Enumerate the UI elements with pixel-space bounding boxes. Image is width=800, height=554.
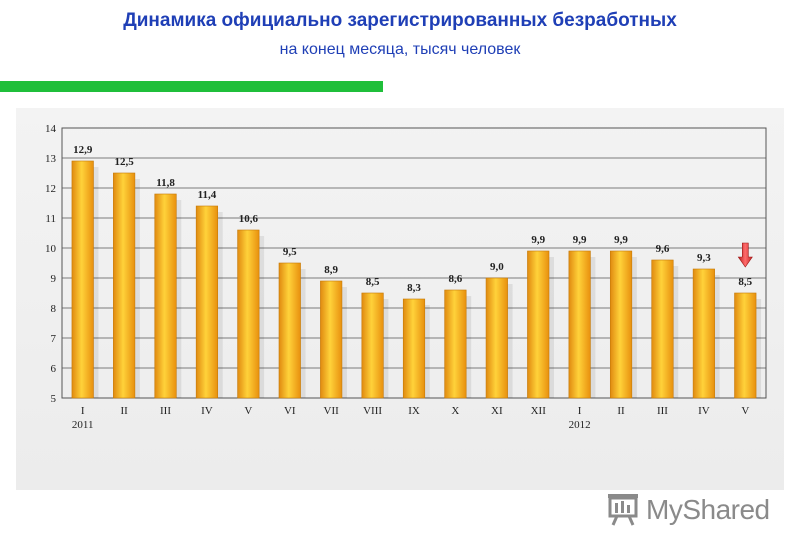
bar [320,280,343,399]
data-label: 11,4 [198,189,217,201]
x-tick-label: I [578,405,582,417]
bar [692,268,715,399]
data-label: 12,5 [114,156,134,168]
down-arrow-icon [737,242,753,268]
bar [568,250,591,399]
y-tick-label: 14 [45,123,57,135]
data-label: 9,9 [531,234,545,246]
data-label: 9,6 [656,243,670,255]
x-tick-label: VII [324,405,340,417]
y-tick-label: 6 [51,363,57,375]
accent-bar [0,81,383,92]
bar [527,250,550,399]
year-label: 2012 [569,419,591,431]
bar [278,262,301,399]
data-label: 11,8 [156,177,175,189]
x-tick-label: IX [408,405,420,417]
myshared-logo: MyShared [604,488,774,532]
bar [402,298,426,399]
x-tick-label: XII [531,405,547,417]
bar-chart: 56789101112131412,9I12,5II11,8III11,4IV1… [45,123,767,431]
bar [71,160,94,399]
x-tick-label: XI [491,405,503,417]
chart-subtitle: на конец месяца, тысяч человек [279,41,521,58]
y-tick-label: 8 [51,303,57,315]
x-tick-label: II [120,405,128,417]
x-tick-label: IV [201,405,213,417]
y-tick-label: 9 [51,273,57,285]
data-label: 9,0 [490,261,504,273]
x-tick-label: X [451,405,459,417]
x-tick-label: II [617,405,625,417]
x-tick-label: V [741,405,749,417]
y-tick-label: 10 [45,243,57,255]
data-label: 8,5 [366,276,380,288]
bar [609,250,633,399]
presentation-board-icon [608,494,638,526]
bar [485,277,508,399]
data-label: 8,9 [324,264,338,276]
data-label: 8,5 [738,276,752,288]
bar [195,205,219,399]
bar [734,292,757,399]
chart-frame: 5 6 7 8 9 10 11 12 13 14 12,9 I 12,5 II 11,8 III 11,4 IV 1… [16,108,784,490]
x-tick-label: IV [698,405,710,417]
bar [113,172,136,399]
y-tick-label: 12 [45,183,56,195]
chart-title: Динамика официально зарегистрированных б… [123,10,677,31]
x-tick-label: V [244,405,252,417]
bar [651,259,674,399]
logo-text: MyShared [646,494,770,525]
x-tick-label: I [81,405,85,417]
data-label: 9,5 [283,246,297,258]
bar [154,193,177,399]
x-tick-label: VIII [363,405,382,417]
y-tick-label: 13 [45,153,57,165]
bar [361,292,384,399]
x-tick-label: III [657,405,668,417]
data-label: 8,3 [407,282,421,294]
data-label: 9,3 [697,252,711,264]
y-tick-label: 7 [51,333,57,345]
year-label: 2011 [72,419,94,431]
data-label: 10,6 [239,213,259,225]
bar [444,289,467,399]
data-label: 12,9 [73,144,93,156]
x-tick-label: VI [284,405,296,417]
y-tick-label: 11 [45,213,56,225]
x-tick-label: III [160,405,171,417]
bar [237,229,260,399]
data-label: 8,6 [449,273,463,285]
y-tick-label: 5 [51,393,57,405]
data-label: 9,9 [614,234,628,246]
data-label: 9,9 [573,234,587,246]
